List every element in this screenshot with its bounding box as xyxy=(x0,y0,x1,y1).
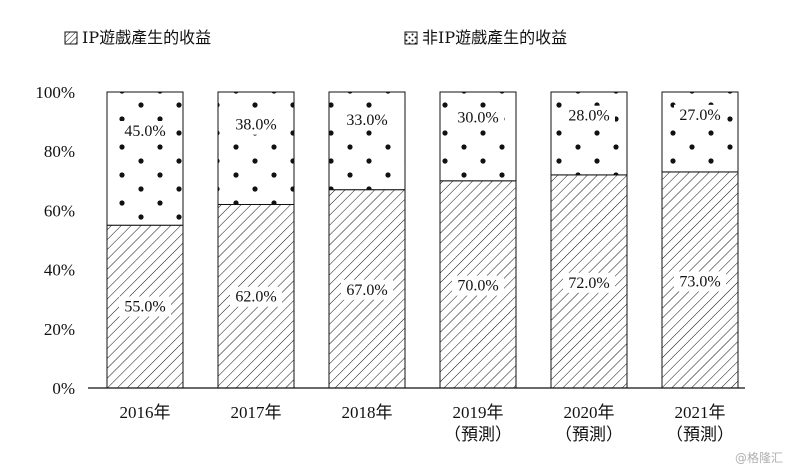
data-label-backing xyxy=(230,114,282,135)
data-label-backing xyxy=(563,272,615,293)
data-label-backing xyxy=(230,286,282,307)
x-axis: 2016年 2017年 2018年 2019年（預測） 2020年（預測） 2021年（預… xyxy=(88,387,745,444)
bar-segment-non-ip xyxy=(661,91,739,173)
y-tick-label: 40% xyxy=(44,261,75,280)
legend-label-non-ip: 非IP遊戲產生的收益 xyxy=(422,28,567,47)
data-label-backing xyxy=(452,275,504,296)
data-label: 28.0% xyxy=(568,108,609,125)
legend-swatch-hatch xyxy=(64,31,78,45)
data-label: 67.0% xyxy=(346,282,387,299)
data-label: 70.0% xyxy=(457,278,498,295)
x-tick-label: 2020年（預測） xyxy=(555,403,623,444)
y-tick-label: 60% xyxy=(44,201,75,220)
y-tick-label: 80% xyxy=(44,142,75,161)
y-tick-label: 20% xyxy=(44,320,75,339)
x-tick-label: 2016年 xyxy=(120,403,171,422)
data-label: 62.0% xyxy=(235,289,276,306)
data-label: 38.0% xyxy=(235,117,276,134)
data-label-backing xyxy=(341,110,393,131)
bars: 55.0% 45.0% 62.0% 38.0% 67.0% 33.0% 70.0% 30.0%… xyxy=(106,91,739,389)
x-tick-label: 2018年 xyxy=(342,403,393,422)
data-label-backing xyxy=(674,271,726,292)
legend: IP遊戲產生的收益 非IP遊戲產生的收益 xyxy=(64,28,567,47)
data-label-backing xyxy=(119,121,171,141)
x-tick-label: 2021年（預測） xyxy=(666,403,734,444)
x-tick-label: 2017年 xyxy=(231,403,282,422)
data-label: 45.0% xyxy=(124,123,165,140)
data-label-backing xyxy=(119,296,171,317)
legend-swatch-dots xyxy=(404,31,418,45)
data-label: 55.0% xyxy=(124,298,165,315)
data-label: 30.0% xyxy=(457,110,498,127)
data-label: 73.0% xyxy=(679,273,720,290)
data-label-backing xyxy=(341,279,393,300)
x-tick-label: 2019年（預測） xyxy=(444,403,512,444)
data-label-backing xyxy=(563,105,615,126)
watermark: @格隆汇 xyxy=(734,451,783,465)
bar-segment-non-ip xyxy=(328,91,406,191)
data-label-backing xyxy=(452,107,504,128)
y-tick-label: 0% xyxy=(52,379,75,398)
legend-label-ip: IP遊戲產生的收益 xyxy=(82,28,211,47)
data-label: 27.0% xyxy=(679,107,720,124)
bar-segment-non-ip xyxy=(439,91,517,182)
y-tick-label: 100% xyxy=(35,83,75,102)
legend-item-non-ip: 非IP遊戲產生的收益 xyxy=(404,28,567,47)
bar-segment-non-ip xyxy=(217,91,295,205)
legend-item-ip: IP遊戲產生的收益 xyxy=(64,28,211,47)
data-label-backing xyxy=(674,104,726,125)
data-label: 72.0% xyxy=(568,275,609,292)
bar-segment-non-ip xyxy=(550,91,628,176)
bar-segment-non-ip xyxy=(106,91,184,226)
y-axis: 0% 20% 40% 60% 80% 100% xyxy=(35,83,75,398)
data-label: 33.0% xyxy=(346,112,387,129)
